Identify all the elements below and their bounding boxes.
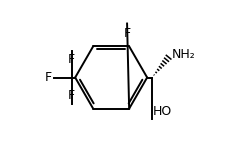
Text: F: F xyxy=(68,53,75,66)
Text: F: F xyxy=(45,71,52,84)
Text: F: F xyxy=(68,89,75,102)
Text: HO: HO xyxy=(153,105,172,118)
Text: NH₂: NH₂ xyxy=(172,48,196,61)
Text: F: F xyxy=(124,27,131,40)
